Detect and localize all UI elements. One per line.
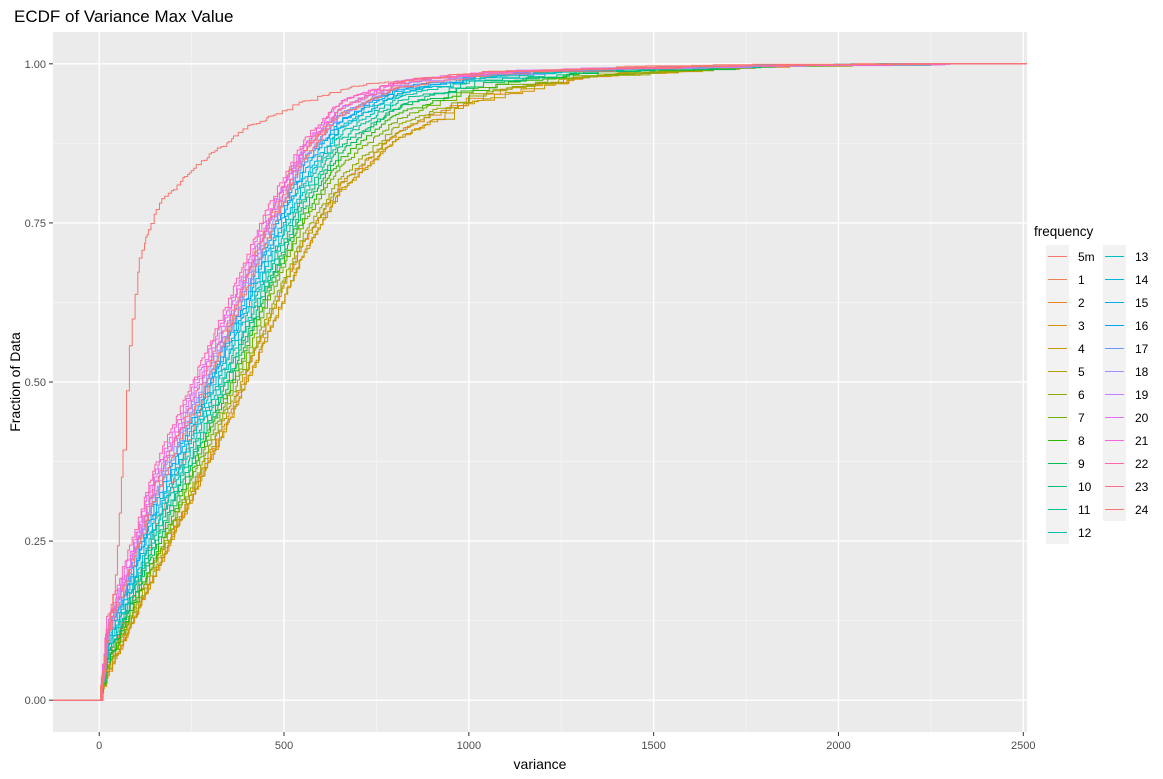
y-axis-title: Fraction of Data — [7, 332, 23, 432]
y-tick-label: 0.50 — [25, 377, 46, 389]
x-tick-label: 1000 — [457, 740, 481, 752]
legend-label-17: 17 — [1135, 342, 1149, 356]
legend-label-15: 15 — [1135, 296, 1149, 310]
ecdf-line-21 — [53, 63, 1027, 701]
ecdf-line-24 — [53, 63, 1027, 701]
x-tick-label: 2500 — [1011, 740, 1035, 752]
x-tick-label: 500 — [275, 740, 293, 752]
legend-label-5: 5 — [1078, 365, 1085, 379]
y-tick-label: 0.75 — [25, 218, 46, 230]
legend-label-21: 21 — [1135, 434, 1149, 448]
legend-label-20: 20 — [1135, 411, 1149, 425]
ecdf-line-3 — [53, 63, 1027, 701]
x-tick-label: 1500 — [641, 740, 665, 752]
chart-title: ECDF of Variance Max Value — [14, 7, 234, 26]
y-tick-label: 0.25 — [25, 536, 46, 548]
legend-label-18: 18 — [1135, 365, 1149, 379]
legend-label-9: 9 — [1078, 457, 1085, 471]
x-tick-label: 0 — [96, 740, 102, 752]
legend: 5m12345678910111213141516171819202122232… — [1046, 245, 1149, 544]
legend-label-12: 12 — [1078, 526, 1092, 540]
x-tick-label: 2000 — [826, 740, 850, 752]
legend-label-22: 22 — [1135, 457, 1149, 471]
legend-label-2: 2 — [1078, 296, 1085, 310]
legend-label-23: 23 — [1135, 480, 1149, 494]
legend-label-1: 1 — [1078, 273, 1085, 287]
ecdf-line-5m — [53, 63, 1027, 701]
legend-label-16: 16 — [1135, 319, 1149, 333]
legend-label-7: 7 — [1078, 411, 1085, 425]
legend-label-13: 13 — [1135, 250, 1149, 264]
legend-label-10: 10 — [1078, 480, 1092, 494]
y-tick-label: 0.00 — [25, 695, 46, 707]
legend-label-8: 8 — [1078, 434, 1085, 448]
legend-title: frequency — [1034, 224, 1094, 239]
x-axis-title: variance — [514, 756, 567, 772]
legend-label-14: 14 — [1135, 273, 1149, 287]
ecdf-line-4 — [53, 63, 1027, 701]
legend-label-19: 19 — [1135, 388, 1149, 402]
y-tick-label: 1.00 — [25, 59, 46, 71]
legend-label-11: 11 — [1078, 503, 1091, 517]
legend-label-24: 24 — [1135, 503, 1149, 517]
legend-label-4: 4 — [1078, 342, 1085, 356]
legend-label-3: 3 — [1078, 319, 1085, 333]
legend-label-5m: 5m — [1078, 250, 1095, 264]
axes: 0 500 1000 1500 2000 2500 0.00 0.25 0.50 0.75 1.00 — [25, 59, 1036, 752]
legend-label-6: 6 — [1078, 388, 1085, 402]
series-layer — [53, 63, 1027, 701]
